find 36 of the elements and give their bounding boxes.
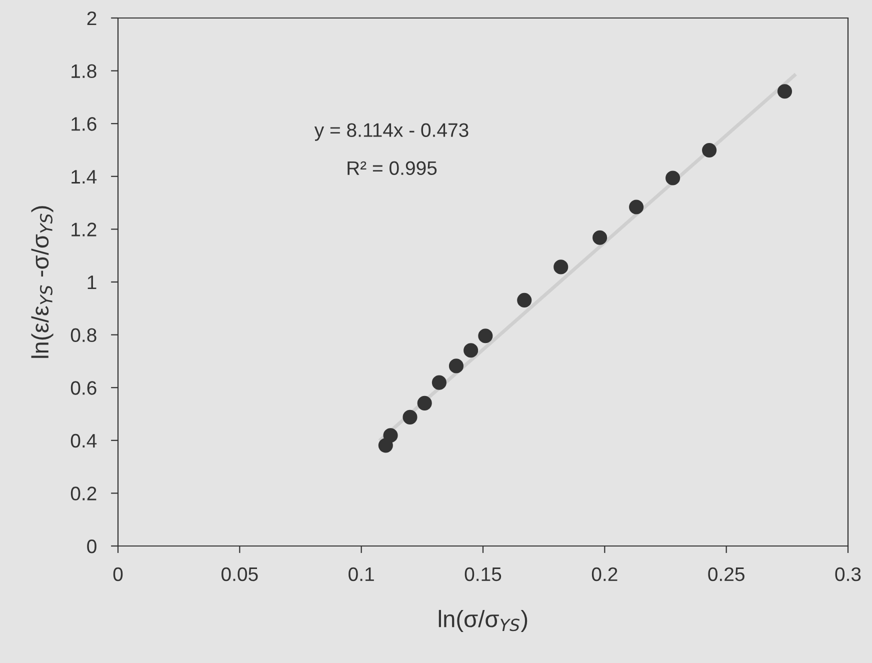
- y-tick-label: 1: [88, 276, 96, 290]
- point: [629, 200, 644, 214]
- point: [777, 84, 792, 99]
- y-tick-label: 1.8: [72, 64, 96, 78]
- x-tick-label: 0.3: [835, 567, 861, 582]
- x-axis-title: ln(σ/σ$_{YS}$): [438, 610, 528, 632]
- y-tick-label: 1.2: [72, 222, 96, 236]
- point: [402, 410, 418, 424]
- point: [432, 375, 446, 390]
- annotation: R² = 0.995: [348, 161, 437, 176]
- point: [448, 358, 464, 374]
- y-axis-title: ln(ε/ε$_{YS}$ -σ/σ$_{YS}$): [31, 206, 54, 358]
- x-tick-label: 0.2: [592, 567, 618, 582]
- point: [383, 428, 398, 443]
- point: [666, 170, 680, 186]
- x-tick-label: 0.1: [348, 567, 374, 582]
- y-tick-label: 2: [87, 11, 96, 26]
- point: [592, 230, 608, 245]
- y-tick-label: 0.6: [70, 381, 96, 395]
- x-tick-label: 0.05: [222, 567, 258, 582]
- y-tick-label: 0.2: [70, 486, 96, 500]
- x-tick-label: 0.25: [708, 567, 744, 582]
- point: [478, 328, 493, 344]
- point: [554, 260, 568, 274]
- y-tick-label: 0: [87, 539, 96, 554]
- x-tick-label: 0: [113, 567, 123, 582]
- y-tick-label: 0.8: [70, 328, 96, 342]
- annotation: y = 8.114x - 0.473: [314, 123, 468, 141]
- x-tick-label: 0.15: [464, 567, 502, 582]
- point: [702, 142, 717, 158]
- y-tick-label: 1.4: [72, 170, 97, 184]
- y-tick-label: 0.4: [70, 434, 97, 448]
- point: [517, 292, 532, 308]
- point: [464, 343, 478, 358]
- y-tick-label: 1.6: [72, 117, 96, 131]
- point: [417, 396, 432, 410]
